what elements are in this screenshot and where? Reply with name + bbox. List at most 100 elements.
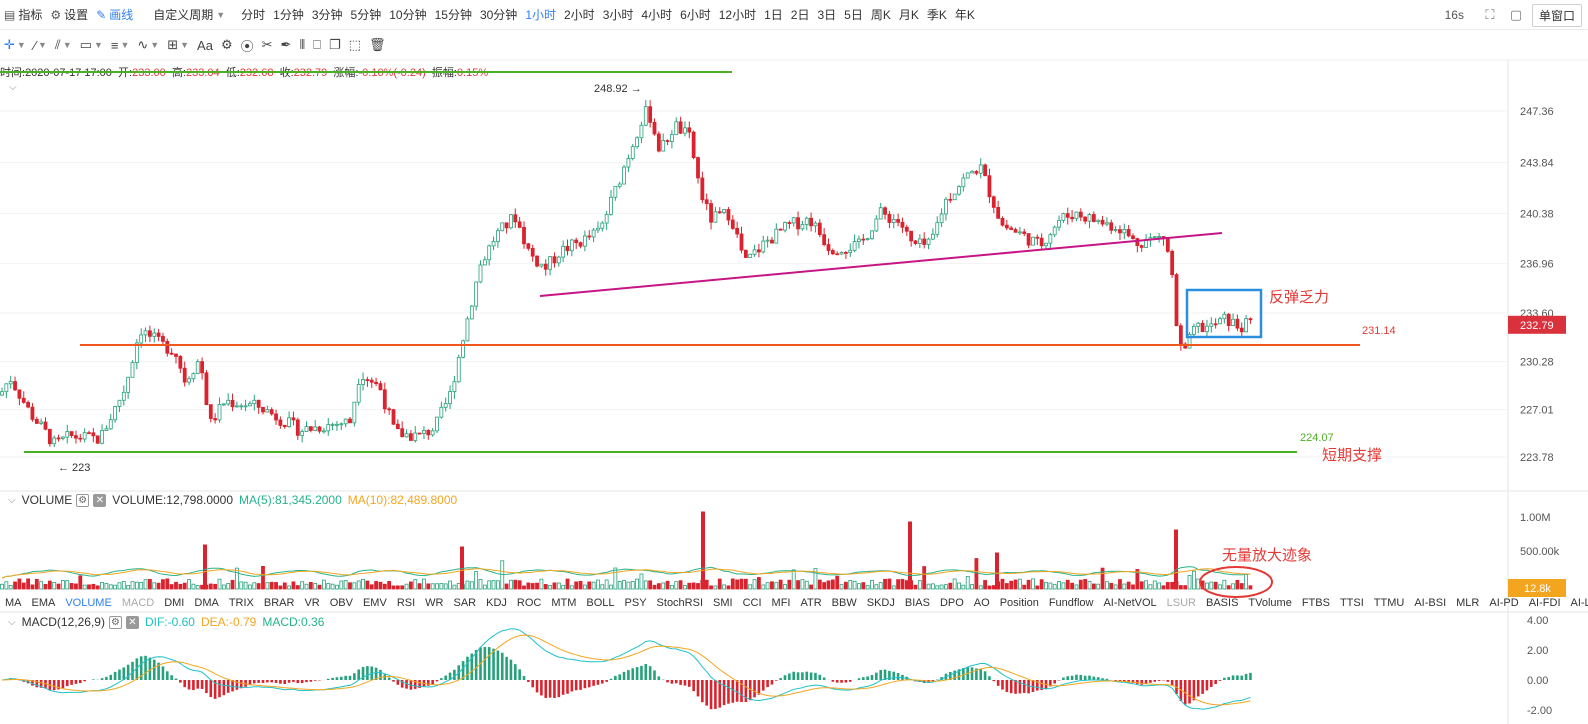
fib-tool[interactable]: ⚙ — [221, 37, 233, 53]
indicator-tab-emv[interactable]: EMV — [362, 597, 387, 609]
indicator-tab-dma[interactable]: DMA — [194, 597, 219, 609]
indicator-tab-tvolume[interactable]: TVolume — [1248, 597, 1292, 609]
parallel-tool[interactable]: ≡ ▼ — [110, 37, 130, 53]
indicator-tab-ao[interactable]: AO — [973, 597, 990, 609]
ruler-tool[interactable]: ✂ — [262, 37, 273, 53]
period-10[interactable]: 4小时 — [641, 8, 673, 22]
indicator-tab-mtm[interactable]: MTM — [551, 597, 577, 609]
period-3[interactable]: 5分钟 — [350, 8, 382, 22]
indicator-tab-lsur[interactable]: LSUR — [1166, 597, 1196, 609]
copy-tool[interactable]: ❐ — [329, 37, 341, 53]
period-16[interactable]: 5日 — [844, 8, 863, 22]
indicator-tab-kdj[interactable]: KDJ — [486, 597, 507, 609]
candle-body — [252, 399, 257, 405]
period-11[interactable]: 6小时 — [680, 8, 711, 22]
period-0[interactable]: 分时 — [241, 8, 266, 22]
lock-tool[interactable]: ⎕ — [313, 37, 321, 53]
indicator-tab-rsi[interactable]: RSI — [396, 597, 416, 609]
wave-tool[interactable]: ∿ ▼ — [137, 37, 160, 52]
crosshair-tool[interactable]: ✛ ▼ — [4, 37, 26, 52]
period-8[interactable]: 2小时 — [564, 8, 595, 22]
indicator-tab-skdj[interactable]: SKDJ — [866, 597, 895, 609]
period-9[interactable]: 3小时 — [602, 8, 634, 22]
multi-line-tool[interactable]: ⫽ ▼ — [54, 37, 72, 52]
minimize-icon[interactable]: ▢ — [1509, 7, 1523, 22]
draw-button[interactable]: ✎ 画线 — [96, 7, 134, 23]
period-15[interactable]: 3日 — [817, 8, 837, 22]
period-1[interactable]: 1分钟 — [273, 8, 304, 22]
indicator-tab-sar[interactable]: SAR — [453, 597, 477, 609]
volume-bar — [278, 585, 283, 590]
period-7[interactable]: 1小时 — [525, 8, 556, 22]
period-17[interactable]: 周K — [870, 8, 891, 22]
indicator-tab-fundflow[interactable]: Fundflow — [1048, 597, 1094, 609]
indicator-tab-ttsi[interactable]: TTSI — [1339, 597, 1364, 609]
indicator-tab-boll[interactable]: BOLL — [586, 597, 615, 609]
measure-tool[interactable]: ⊞ ▼ — [167, 37, 190, 52]
bars-tool[interactable]: ⦀ — [299, 37, 305, 53]
period-14[interactable]: 2日 — [790, 8, 810, 22]
indicator-tab-vr[interactable]: VR — [304, 597, 320, 609]
indicator-tab-ai-bsi[interactable]: AI-BSI — [1414, 597, 1447, 609]
indicator-tab-macd[interactable]: MACD — [121, 597, 155, 609]
period-4[interactable]: 10分钟 — [389, 8, 427, 22]
text-tool[interactable]: Aa — [197, 38, 213, 53]
indicator-tab-ma[interactable]: MA — [5, 597, 22, 609]
macd-settings-icon[interactable]: ⚙ — [108, 615, 122, 629]
indicator-tab-ai-pd[interactable]: AI-PD — [1489, 597, 1519, 609]
line-tool[interactable]: ∕ ▼ — [33, 37, 47, 53]
settings-button[interactable]: ⚙ 设置 — [50, 7, 89, 23]
indicator-tab-bbw[interactable]: BBW — [831, 597, 857, 609]
indicator-tab-dpo[interactable]: DPO — [939, 597, 964, 609]
indicator-tab-ftbs[interactable]: FTBS — [1301, 597, 1330, 609]
indicators-button[interactable]: ▤ 指标 — [4, 7, 43, 23]
delete-tool[interactable]: 🗑 — [369, 37, 386, 53]
candle-body — [630, 146, 635, 159]
period-18[interactable]: 月K — [898, 8, 919, 22]
volume-bar — [630, 581, 635, 590]
indicator-tab-dmi[interactable]: DMI — [164, 597, 185, 609]
indicator-tab-position[interactable]: Position — [999, 597, 1039, 609]
indicator-tab-ttmu[interactable]: TTMU — [1373, 597, 1405, 609]
indicator-tab-ai-li[interactable]: AI-LI — [1570, 597, 1588, 609]
period-5[interactable]: 15分钟 — [434, 8, 472, 22]
screenshot-tool[interactable]: ⬚ — [349, 37, 361, 53]
indicator-tab-ai-fdi[interactable]: AI-FDI — [1528, 597, 1561, 609]
period-12[interactable]: 12小时 — [718, 8, 757, 22]
volume-close-icon[interactable]: ✕ — [93, 493, 107, 507]
collapse-volume-icon[interactable]: ⌵ — [8, 494, 16, 506]
indicator-tab-mlr[interactable]: MLR — [1456, 597, 1480, 609]
indicator-tab-roc[interactable]: ROC — [516, 597, 542, 609]
macd-close-icon[interactable]: ✕ — [125, 615, 139, 629]
period-19[interactable]: 季K — [926, 8, 947, 22]
indicator-tab-wr[interactable]: WR — [425, 597, 444, 609]
fullscreen-icon[interactable]: ⛶ — [1485, 7, 1495, 22]
indicator-tab-ai-netvol[interactable]: AI-NetVOL — [1103, 597, 1157, 609]
indicator-tab-smi[interactable]: SMI — [713, 597, 733, 609]
volume-settings-icon[interactable]: ⚙ — [76, 493, 90, 507]
period-13[interactable]: 1日 — [764, 8, 783, 22]
pen-tool[interactable]: ✒ — [281, 37, 292, 53]
indicator-tab-atr[interactable]: ATR — [800, 597, 822, 609]
indicator-tab-trix[interactable]: TRIX — [228, 597, 254, 609]
indicator-tab-ema[interactable]: EMA — [31, 597, 56, 609]
collapse-macd-icon[interactable]: ⌵ — [8, 616, 16, 628]
indicator-tab-volume[interactable]: VOLUME — [65, 597, 112, 609]
period-6[interactable]: 30分钟 — [479, 8, 518, 22]
indicator-tab-obv[interactable]: OBV — [329, 597, 353, 609]
period-2[interactable]: 3分钟 — [311, 8, 343, 22]
indicator-tab-psy[interactable]: PSY — [624, 597, 647, 609]
indicator-tab-basis[interactable]: BASIS — [1206, 597, 1239, 609]
collapse-main-icon[interactable]: ⌵ — [9, 82, 17, 93]
window-mode-select[interactable]: 单窗口 — [1531, 3, 1582, 27]
rectangle-tool[interactable]: ▭ ▼ — [79, 37, 103, 52]
magnet-tool[interactable]: ⦿ — [241, 36, 254, 55]
indicator-tab-brar[interactable]: BRAR — [263, 597, 295, 609]
indicator-tab-mfi[interactable]: MFI — [771, 597, 791, 609]
custom-period-dropdown[interactable]: 自定义周期 ▼ — [153, 8, 226, 22]
period-20[interactable]: 年K — [954, 8, 975, 22]
indicator-tab-cci[interactable]: CCI — [742, 597, 762, 609]
indicator-tab-stochrsi[interactable]: StochRSI — [656, 597, 704, 609]
indicator-tab-bias[interactable]: BIAS — [904, 597, 930, 609]
